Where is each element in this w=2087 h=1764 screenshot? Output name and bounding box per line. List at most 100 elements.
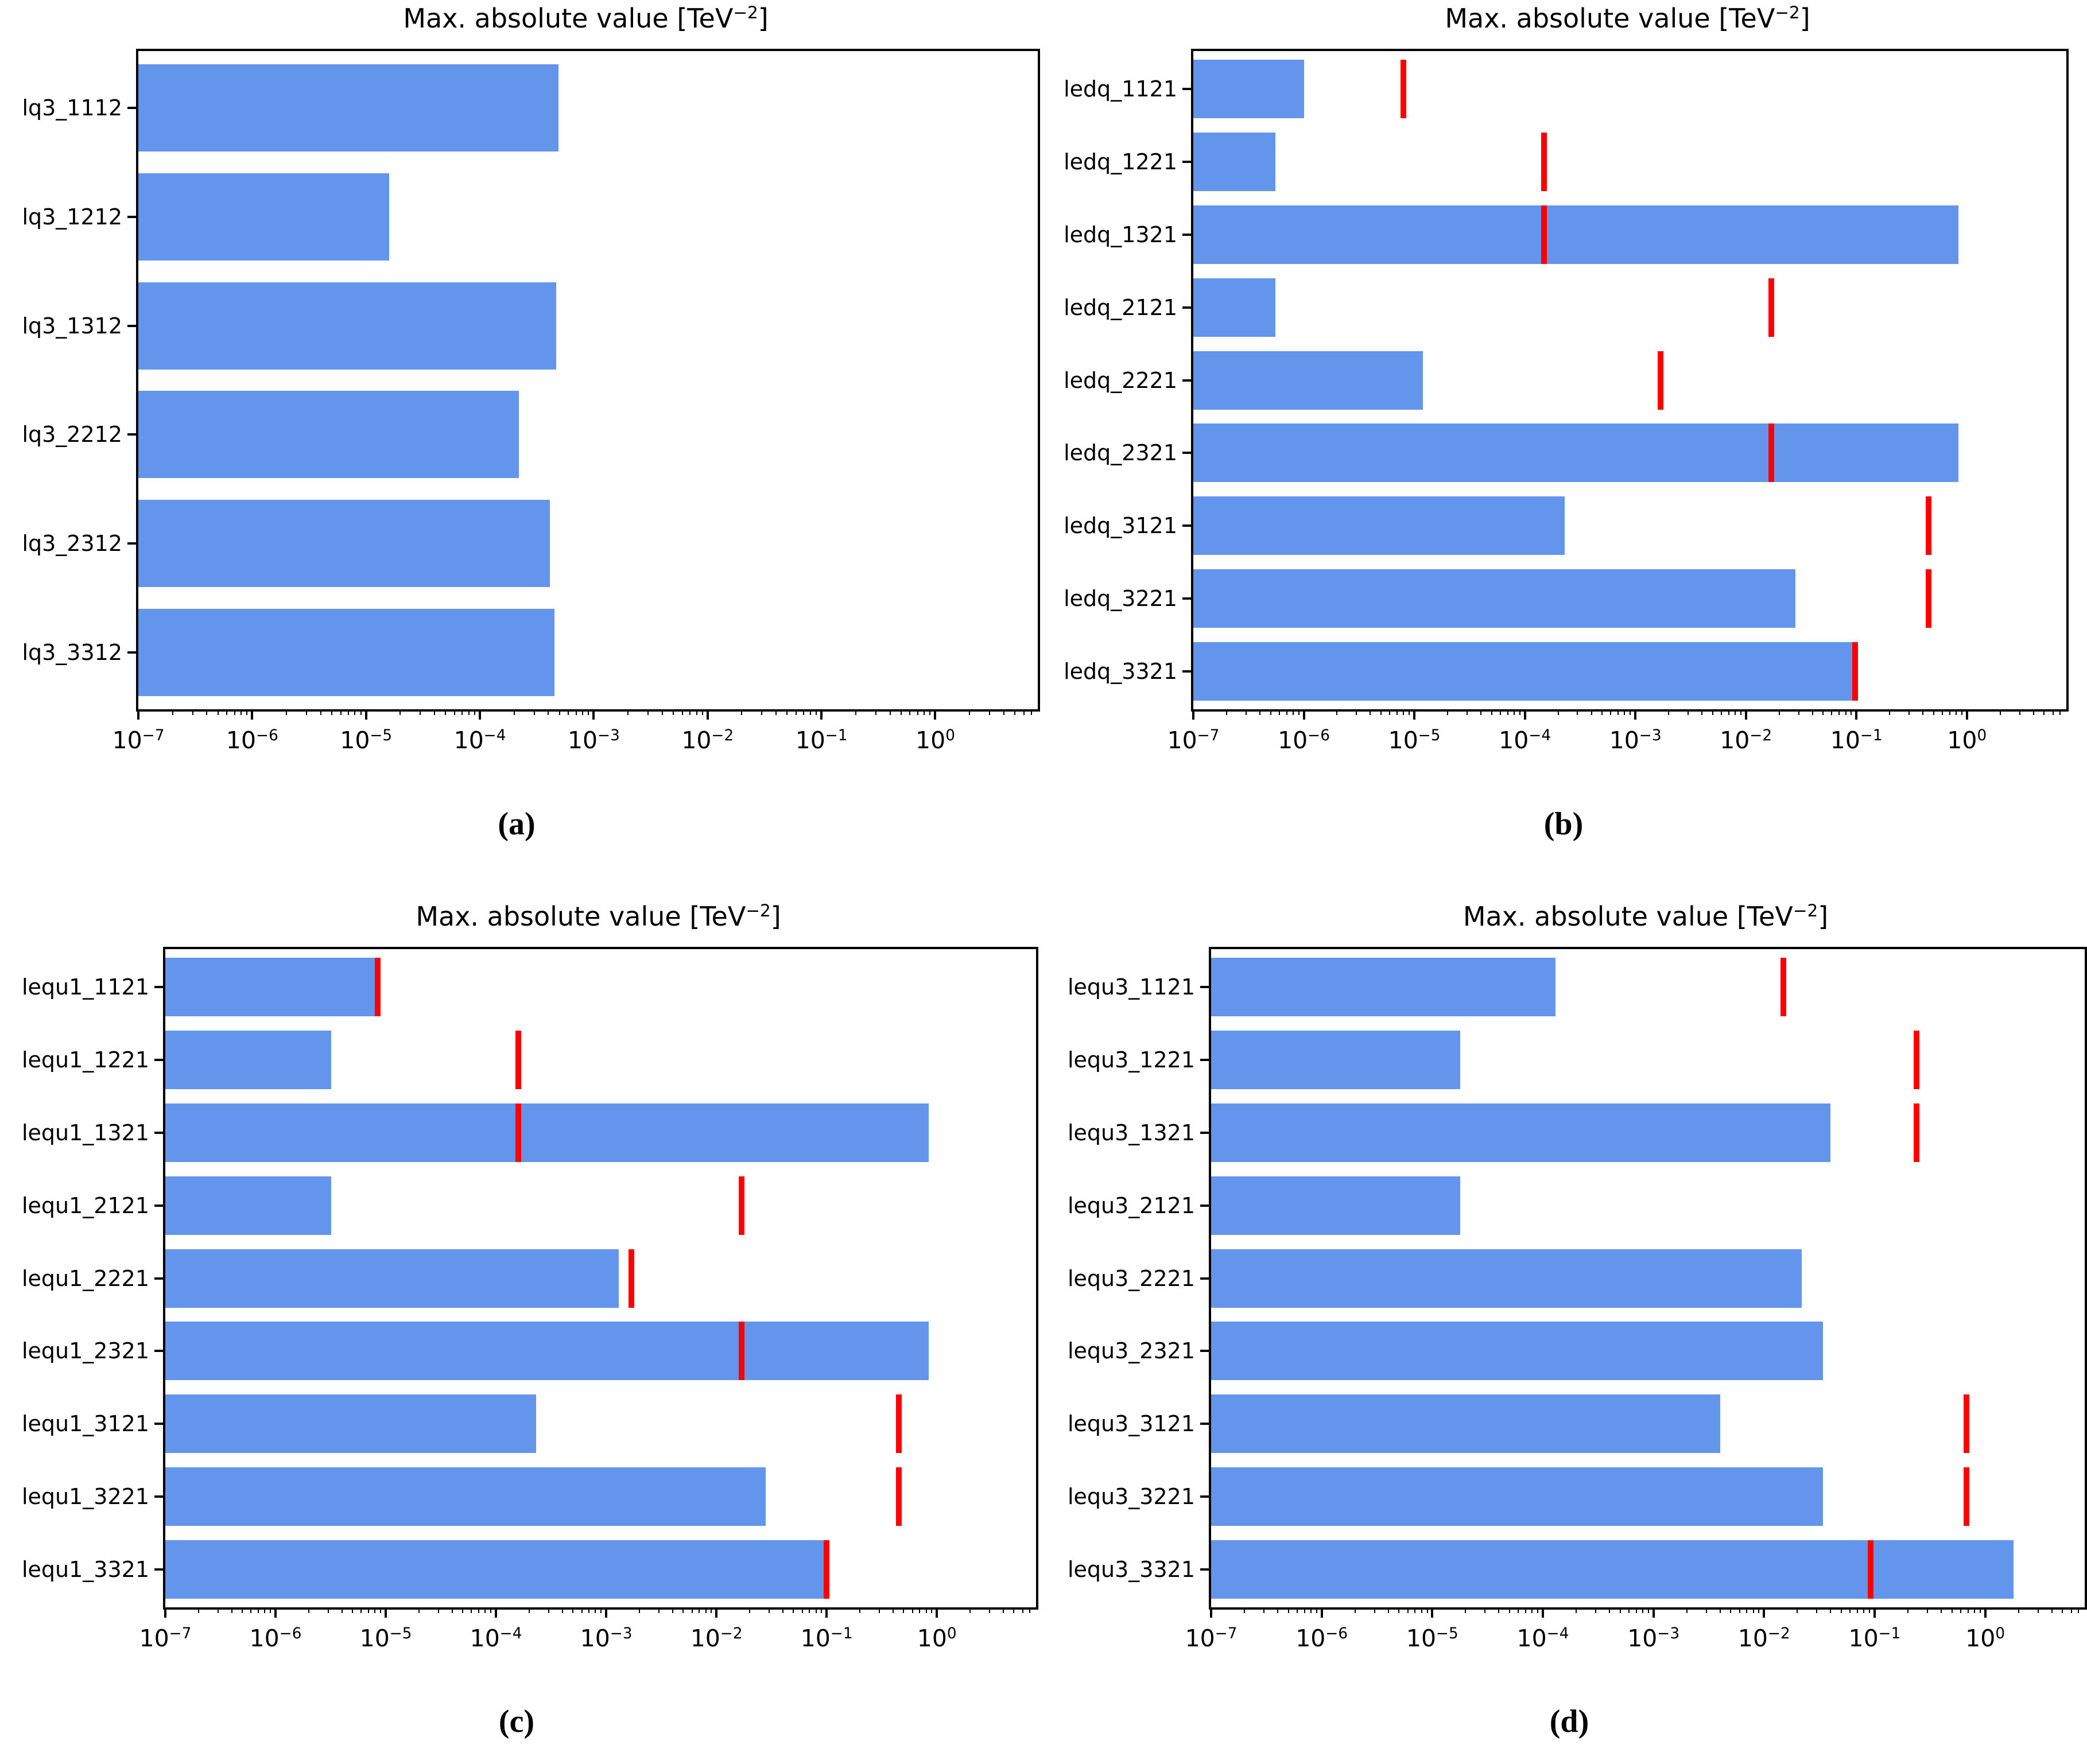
y-axis-label: lequ3_2221 bbox=[1067, 1265, 1195, 1291]
x-axis-minor-tick bbox=[875, 709, 876, 715]
x-axis-minor-tick bbox=[696, 709, 697, 715]
x-axis-minor-tick bbox=[1730, 1607, 1732, 1613]
bar bbox=[165, 1030, 332, 1089]
x-axis-minor-tick bbox=[308, 1607, 309, 1613]
superscript: 0 bbox=[1977, 726, 1987, 744]
superscript: −4 bbox=[1529, 726, 1551, 744]
x-axis-major-tick bbox=[1302, 709, 1305, 720]
x-axis-tick-label: 100 bbox=[1947, 726, 1987, 754]
x-axis-minor-tick bbox=[1507, 709, 1508, 715]
x-axis-minor-tick bbox=[1687, 709, 1689, 715]
x-axis-minor-tick bbox=[1822, 709, 1824, 715]
x-axis-minor-tick bbox=[1705, 1607, 1707, 1613]
x-axis-minor-tick bbox=[434, 709, 436, 715]
x-axis-minor-tick bbox=[1617, 709, 1619, 715]
y-axis-tick bbox=[154, 1350, 163, 1353]
bar bbox=[138, 500, 550, 588]
superscript: 0 bbox=[946, 1625, 957, 1642]
x-axis-tick-label: 10−2 bbox=[690, 1625, 743, 1652]
x-axis-minor-tick bbox=[681, 709, 683, 715]
smeft-limit-marker bbox=[515, 1103, 522, 1162]
x-axis-minor-tick bbox=[461, 709, 463, 715]
x-axis-minor-tick bbox=[548, 709, 549, 715]
x-axis-minor-tick bbox=[462, 1607, 464, 1613]
x-axis-minor-tick bbox=[1292, 709, 1294, 715]
x-axis-minor-tick bbox=[582, 709, 584, 715]
x-axis-minor-tick bbox=[2019, 709, 2020, 715]
x-axis-major-tick bbox=[1873, 1607, 1876, 1618]
x-axis-major-tick bbox=[1965, 709, 1968, 720]
x-axis-minor-tick bbox=[638, 1607, 640, 1613]
bar bbox=[1193, 642, 1854, 701]
plot-area: lq3_1112 lq3_1212 lq3_1312 lq3_2212 lq3_2312… bbox=[22, 49, 1040, 752]
x-axis-minor-tick bbox=[1701, 709, 1703, 715]
smeft-limit-marker bbox=[1768, 278, 1775, 337]
x-axis-major-tick bbox=[364, 709, 367, 720]
x-axis-minor-tick bbox=[1465, 1607, 1467, 1613]
y-axis-tick bbox=[127, 324, 136, 327]
superscript: −5 bbox=[370, 726, 393, 744]
x-axis-tick-label: 10−3 bbox=[580, 1625, 633, 1652]
x-axis-minor-tick bbox=[969, 709, 971, 715]
x-axis-minor-tick bbox=[451, 1607, 453, 1613]
x-axis-minor-tick bbox=[1396, 709, 1398, 715]
y-axis-tick bbox=[127, 215, 136, 218]
x-axis-minor-tick bbox=[878, 1607, 880, 1613]
smeft-limit-marker bbox=[629, 1249, 635, 1308]
x-axis-minor-tick bbox=[172, 709, 173, 715]
x-axis-minor-tick bbox=[468, 709, 470, 715]
x-axis-tick-label: 10−7 bbox=[1167, 726, 1220, 754]
x-axis-minor-tick bbox=[1830, 1607, 1832, 1613]
x-axis-minor-tick bbox=[1797, 1607, 1798, 1613]
x-axis-minor-tick bbox=[234, 709, 235, 715]
y-axis-label: lq3_1312 bbox=[22, 313, 122, 339]
x-axis-major-tick bbox=[936, 1607, 938, 1618]
y-axis-label: lq3_3312 bbox=[22, 640, 122, 666]
x-axis-minor-tick bbox=[1624, 709, 1626, 715]
x-axis-minor-tick bbox=[1845, 709, 1847, 715]
x-axis-minor-tick bbox=[1798, 709, 1799, 715]
x-axis-minor-tick bbox=[197, 1607, 199, 1613]
x-axis-minor-tick bbox=[513, 709, 515, 715]
x-axis-major-tick bbox=[592, 709, 595, 720]
x-axis-minor-tick bbox=[1999, 709, 2001, 715]
x-axis-minor-tick bbox=[380, 1607, 382, 1613]
superscript: −1 bbox=[825, 726, 848, 744]
x-axis-minor-tick bbox=[701, 709, 703, 715]
x-axis-minor-tick bbox=[1973, 1607, 1975, 1613]
superscript: 0 bbox=[1995, 1625, 2005, 1642]
x-axis-tick-label: 10−2 bbox=[1720, 726, 1772, 754]
x-axis-major-tick bbox=[715, 1607, 718, 1618]
x-axis-tick-label: 10−1 bbox=[1830, 726, 1883, 754]
x-axis-major-tick bbox=[1855, 709, 1858, 720]
x-axis-major-tick bbox=[164, 1607, 166, 1618]
x-axis-minor-tick bbox=[793, 1607, 794, 1613]
smeft-limit-marker bbox=[1658, 351, 1664, 410]
x-axis-minor-tick bbox=[1668, 709, 1670, 715]
x-axis-minor-tick bbox=[1013, 1607, 1015, 1613]
x-axis-minor-tick bbox=[924, 709, 925, 715]
x-axis-minor-tick bbox=[327, 1607, 329, 1613]
superscript: −2 bbox=[1793, 900, 1818, 920]
bar bbox=[165, 1467, 766, 1526]
bar bbox=[1193, 278, 1275, 337]
x-axis-minor-tick bbox=[1480, 709, 1481, 715]
x-axis-minor-tick bbox=[2059, 709, 2061, 715]
x-axis-minor-tick bbox=[1778, 709, 1780, 715]
x-axis-minor-tick bbox=[661, 709, 663, 715]
bar bbox=[1211, 1540, 2014, 1599]
x-axis-minor-tick bbox=[1296, 1607, 1298, 1613]
smeft-limit-marker bbox=[1768, 423, 1775, 483]
x-axis-major-tick bbox=[274, 1607, 277, 1618]
superscript: −4 bbox=[499, 1625, 522, 1642]
x-axis-minor-tick bbox=[1960, 1607, 1961, 1613]
x-axis-minor-tick bbox=[1245, 709, 1247, 715]
x-axis-minor-tick bbox=[1720, 709, 1722, 715]
x-axis-tick-label: 10−1 bbox=[800, 1625, 853, 1652]
x-axis-minor-tick bbox=[1304, 1607, 1305, 1613]
bar bbox=[1211, 1467, 1823, 1526]
plot-area: ledq_1121 ledq_1221 ledq_1321 ledq_2121 ledq… bbox=[1064, 49, 2069, 752]
x-axis-minor-tick bbox=[689, 709, 691, 715]
x-axis-tick-label: 100 bbox=[916, 726, 955, 754]
